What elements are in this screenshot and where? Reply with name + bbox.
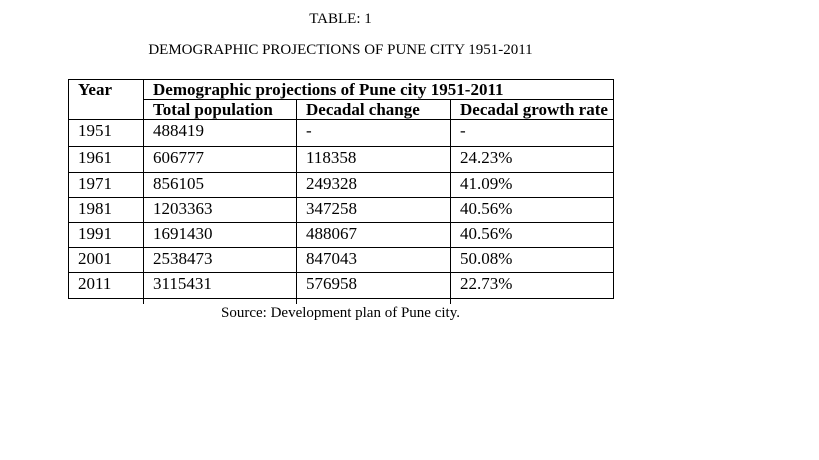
year-cell: 1951 [68, 119, 144, 147]
total-population-cell: 606777 [143, 146, 297, 173]
decadal-change-cell: 847043 [296, 247, 451, 273]
decadal-change-cell: 118358 [296, 146, 451, 173]
decadal-growth-rate-cell: 22.73% [449, 272, 615, 299]
decadal-change-cell: 249328 [296, 172, 451, 198]
source-note: Source: Development plan of Pune city. [221, 305, 460, 321]
decadal-change-cell: 576958 [296, 272, 451, 299]
table-title: DEMOGRAPHIC PROJECTIONS OF PUNE CITY 195… [148, 42, 533, 58]
total-population-cell: 1203363 [143, 197, 297, 223]
decadal-change-cell: - [296, 119, 451, 147]
decadal-change-header: Decadal change [296, 99, 451, 120]
total-population-header: Total population [143, 99, 297, 120]
year-column-header: Year [68, 79, 144, 120]
year-cell: 2001 [68, 247, 144, 273]
border-stub [450, 298, 451, 304]
table-row: 1961 606777 118358 24.23% [68, 146, 615, 173]
total-population-cell: 488419 [143, 119, 297, 147]
table-row: 1971 856105 249328 41.09% [68, 172, 615, 198]
decadal-growth-rate-header: Decadal growth rate [449, 99, 615, 120]
decadal-growth-rate-cell: 50.08% [449, 247, 615, 273]
decadal-growth-rate-cell: 40.56% [449, 222, 615, 248]
table-row: 1981 1203363 347258 40.56% [68, 197, 615, 223]
decadal-growth-rate-cell: 24.23% [449, 146, 615, 173]
table-column-header-row: Total population Decadal change Decadal … [69, 99, 615, 120]
demographics-table: Year Demographic projections of Pune cit… [68, 79, 615, 299]
total-population-cell: 3115431 [143, 272, 297, 299]
decadal-growth-rate-cell: 40.56% [449, 197, 615, 223]
table-group-header-row: Year Demographic projections of Pune cit… [68, 79, 615, 120]
border-stub [296, 298, 297, 304]
demographics-table-wrapper: Year Demographic projections of Pune cit… [68, 79, 615, 304]
table-row: 1991 1691430 488067 40.56% [68, 222, 615, 248]
total-population-cell: 1691430 [143, 222, 297, 248]
group-header: Demographic projections of Pune city 195… [142, 79, 615, 100]
border-stub [143, 298, 144, 304]
total-population-cell: 856105 [143, 172, 297, 198]
table-row: 2011 3115431 576958 22.73% [68, 272, 615, 299]
year-cell: 1991 [68, 222, 144, 248]
table-row: 2001 2538473 847043 50.08% [68, 247, 615, 273]
total-population-cell: 2538473 [143, 247, 297, 273]
table-caption-number: TABLE: 1 [309, 11, 372, 27]
table-row: 1951 488419 - - [68, 119, 615, 147]
year-cell: 1961 [68, 146, 144, 173]
decadal-growth-rate-cell: 41.09% [449, 172, 615, 198]
year-cell: 1971 [68, 172, 144, 198]
decadal-change-cell: 347258 [296, 197, 451, 223]
year-cell: 1981 [68, 197, 144, 223]
decadal-growth-rate-cell: - [449, 119, 615, 147]
year-cell: 2011 [68, 272, 144, 299]
decadal-change-cell: 488067 [296, 222, 451, 248]
